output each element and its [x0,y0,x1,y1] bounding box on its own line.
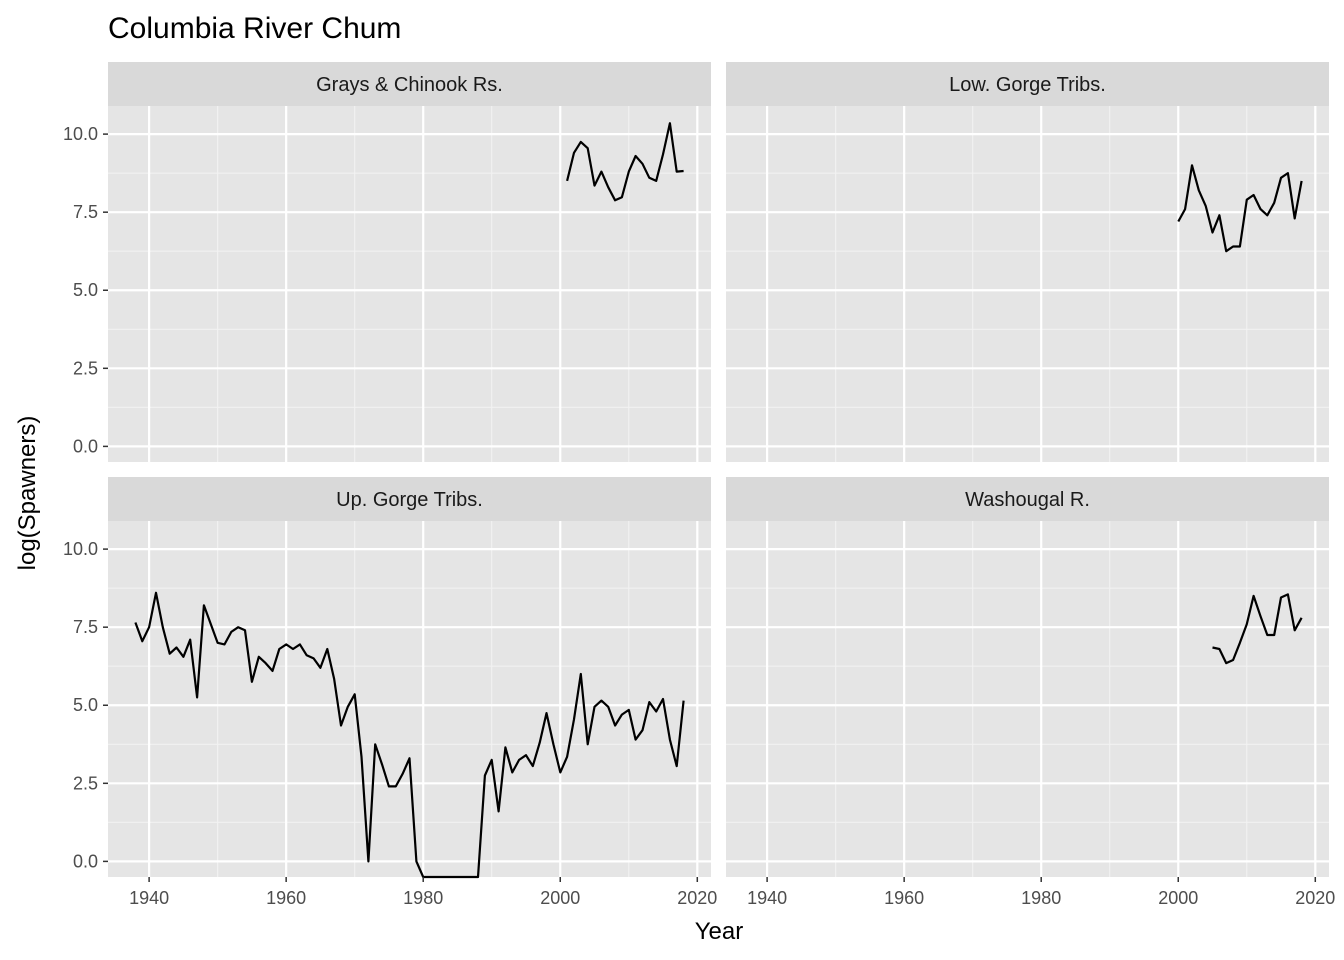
y-tick-label: 7.5 [73,617,98,637]
x-axis-title: Year [695,918,744,945]
facet-panel: Grays & Chinook Rs. 0.0 2.5 5.0 7.5 10.0 [63,62,711,462]
chart-title: Columbia River Chum [108,12,401,45]
panel-background [108,106,711,462]
y-tick-label: 7.5 [73,202,98,222]
x-tick-label: 1980 [403,888,443,908]
facet-strip [726,477,1329,521]
facet-strip [108,477,711,521]
x-tick-label: 2020 [677,888,717,908]
facet-strip [726,62,1329,106]
y-tick-label: 10.0 [63,539,98,559]
x-tick-label: 2000 [1158,888,1198,908]
facet-strip-label: Grays & Chinook Rs. [316,74,503,96]
panel-background [108,521,711,877]
x-tick-label: 1940 [747,888,787,908]
x-tick-label: 1980 [1021,888,1061,908]
series-line [1212,593,1303,665]
facet-panels: Grays & Chinook Rs. 0.0 2.5 5.0 7.5 10.0 Low. … [63,62,1335,908]
y-tick-label: 5.0 [73,280,98,300]
series-line [1177,164,1303,253]
facet-panel: Up. Gorge Tribs. 0.0 2.5 5.0 7.5 10.0 1940 1960… [63,477,717,908]
y-tick-label: 2.5 [73,773,98,793]
facet-strip-label: Up. Gorge Tribs. [336,489,483,511]
y-tick-label: 0.0 [73,436,98,456]
y-tick-label: 10.0 [63,124,98,144]
series-line [134,591,685,879]
panel-background [726,521,1329,877]
series-line [566,122,684,202]
x-tick-label: 1940 [129,888,169,908]
y-tick-label: 2.5 [73,358,98,378]
y-axis-title: log(Spawners) [14,416,41,571]
facet-strip [108,62,711,106]
x-tick-label: 2020 [1295,888,1335,908]
x-tick-label: 2000 [540,888,580,908]
x-tick-label: 1960 [884,888,924,908]
y-tick-label: 5.0 [73,695,98,715]
facet-panel: Washougal R. 1940 1960 1980 2000 2020 [726,477,1335,908]
panel-background [726,106,1329,462]
facet-strip-label: Washougal R. [965,489,1090,511]
y-tick-label: 0.0 [73,851,98,871]
facet-strip-label: Low. Gorge Tribs. [949,74,1106,96]
facet-panel: Low. Gorge Tribs. [726,62,1329,462]
x-tick-label: 1960 [266,888,306,908]
